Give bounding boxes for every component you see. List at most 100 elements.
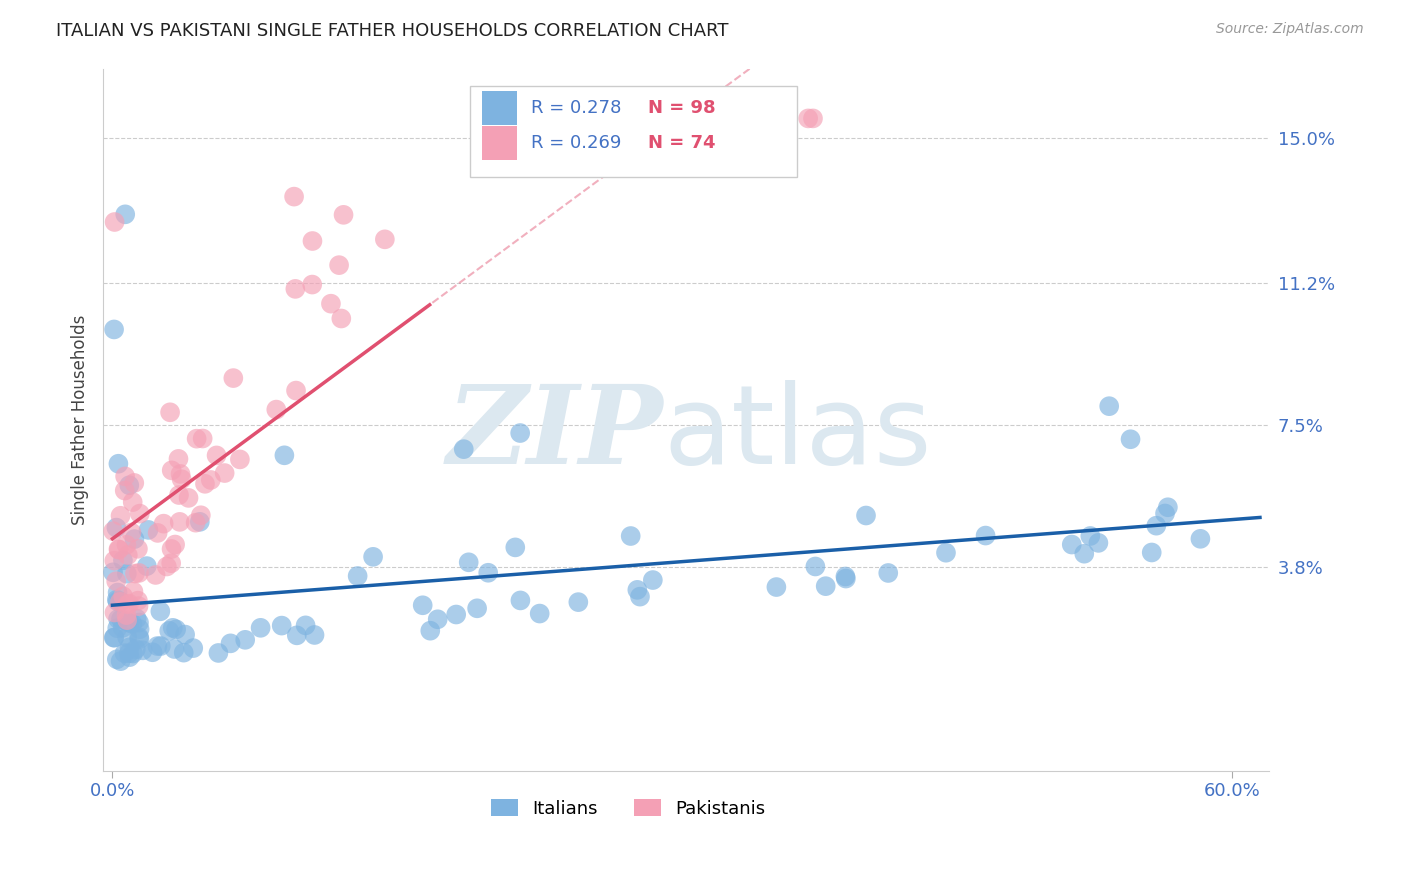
Point [509,593,531,607]
Point [711,112,734,126]
Point [319,296,342,310]
Point [1087,536,1109,550]
Point [114,469,136,483]
Point [599,112,621,126]
Point [127,593,149,607]
Point [117,548,139,562]
Bar [482,126,517,160]
Point [346,569,368,583]
Point [284,282,307,296]
Point [797,112,820,126]
Point [128,599,150,613]
Point [1060,537,1083,551]
Point [118,650,141,665]
Point [103,606,125,620]
Point [273,448,295,462]
Point [118,478,141,492]
Text: R = 0.278: R = 0.278 [531,99,621,117]
Point [834,569,856,583]
Point [105,520,128,534]
Text: N = 74: N = 74 [648,134,716,152]
Text: R = 0.269: R = 0.269 [531,134,621,152]
Point [156,559,179,574]
Point [249,621,271,635]
Point [412,599,434,613]
Point [104,215,127,229]
Point [374,232,396,246]
Point [115,566,138,581]
Point [169,467,191,481]
Point [301,277,323,292]
Point [170,472,193,486]
Point [165,537,187,551]
Point [328,258,350,272]
Point [114,646,136,660]
Point [1189,532,1212,546]
Point [124,475,146,490]
Point [108,595,131,609]
Point [465,601,488,615]
Point [110,654,132,668]
Point [103,322,125,336]
Point [444,607,467,622]
Point [264,402,287,417]
Point [503,541,526,555]
Point [285,628,308,642]
Point [184,516,207,530]
Point [103,631,125,645]
Text: ZIP: ZIP [446,380,662,487]
Point [115,538,138,552]
Point [115,613,138,627]
Point [110,594,132,608]
Text: atlas: atlas [662,380,931,487]
Point [1119,432,1142,446]
Point [146,525,169,540]
Point [174,627,197,641]
Point [118,646,141,660]
Point [1098,399,1121,413]
Point [181,641,204,656]
Point [121,525,143,540]
Point [111,553,134,567]
Point [419,624,441,638]
Text: Source: ZipAtlas.com: Source: ZipAtlas.com [1216,22,1364,37]
Point [1144,518,1167,533]
Point [114,207,136,221]
Point [122,584,145,599]
Point [222,371,245,385]
Point [233,632,256,647]
Point [118,597,141,611]
Point [301,234,323,248]
Point [330,311,353,326]
Point [115,630,138,644]
Point [162,621,184,635]
Point [641,573,664,587]
Point [681,112,703,126]
Point [149,604,172,618]
Point [105,574,128,589]
Point [173,646,195,660]
Point [804,559,827,574]
Point [628,590,651,604]
Point [214,466,236,480]
Point [643,112,665,126]
Point [107,612,129,626]
Point [107,542,129,557]
Legend: Italians, Pakistanis: Italians, Pakistanis [484,792,772,825]
Point [149,639,172,653]
Point [167,451,190,466]
Point [935,546,957,560]
Point [160,463,183,477]
Point [105,652,128,666]
Point [159,405,181,419]
Point [835,572,858,586]
Point [115,608,138,623]
Point [194,476,217,491]
Point [294,618,316,632]
Text: N = 98: N = 98 [648,99,716,117]
Point [285,384,308,398]
Point [1154,507,1177,521]
Point [101,524,124,538]
Point [118,615,141,630]
Point [103,554,125,568]
